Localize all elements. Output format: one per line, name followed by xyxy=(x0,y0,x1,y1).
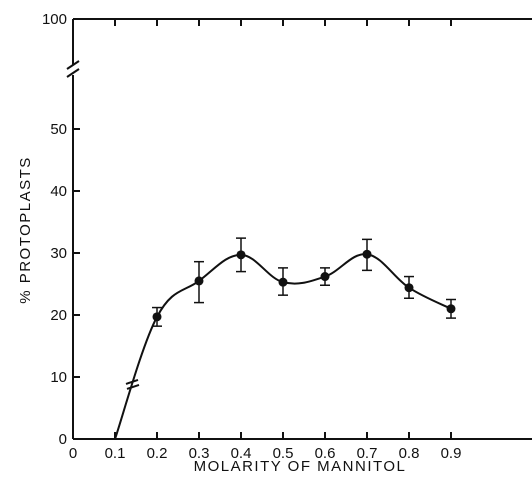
chart-axes xyxy=(66,18,532,440)
y-tick-label: 100 xyxy=(42,11,67,28)
y-axis-title: % PROTOPLASTS xyxy=(17,156,34,304)
x-tick-label: 0 xyxy=(69,445,77,462)
chart-series xyxy=(114,237,456,440)
data-point xyxy=(362,249,372,259)
x-tick-label: 0.5 xyxy=(273,445,294,462)
data-point xyxy=(236,250,246,260)
x-tick-label: 0.7 xyxy=(357,445,378,462)
x-tick-label: 0.9 xyxy=(441,445,462,462)
x-axis-title: MOLARITY OF MANNITOL xyxy=(194,458,407,475)
chart-tick-labels: 0 0.1 0.2 0.3 0.4 0.5 0.6 0.7 0.8 0.9 0 10 20 30 40 50 1… xyxy=(42,11,461,462)
chart-ticks xyxy=(72,18,452,440)
data-point xyxy=(152,312,162,322)
y-tick-label: 20 xyxy=(50,307,67,324)
x-tick-label: 0.2 xyxy=(147,445,168,462)
y-tick-label: 40 xyxy=(50,183,67,200)
data-point xyxy=(194,276,204,286)
y-tick-label: 10 xyxy=(50,369,67,386)
x-tick-label: 0.4 xyxy=(231,445,252,462)
y-axis-break-mark xyxy=(66,60,80,70)
x-tick-label: 0.3 xyxy=(189,445,210,462)
data-point xyxy=(404,283,414,293)
x-tick-label: 0.1 xyxy=(105,445,126,462)
y-axis-break-mark xyxy=(66,68,80,78)
y-tick-label: 30 xyxy=(50,245,67,262)
data-point xyxy=(278,277,288,287)
data-point xyxy=(320,272,330,282)
x-tick-label: 0.8 xyxy=(399,445,420,462)
y-tick-label: 0 xyxy=(59,431,67,448)
x-tick-label: 0.6 xyxy=(315,445,336,462)
data-point xyxy=(446,304,456,314)
line-break-mark xyxy=(125,378,139,385)
line-break-mark xyxy=(126,383,140,390)
y-tick-label: 50 xyxy=(50,121,67,138)
